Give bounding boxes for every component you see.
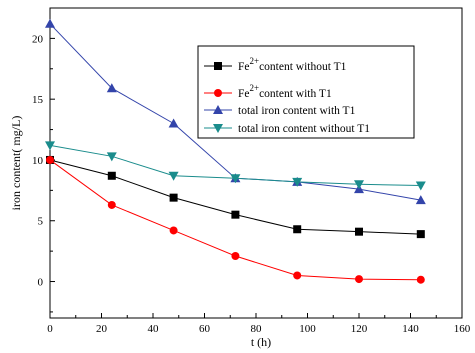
legend-label-main: Fe xyxy=(238,88,250,100)
circle-marker xyxy=(46,155,54,164)
triangle-up-marker xyxy=(45,18,55,28)
x-tick-label: 60 xyxy=(199,323,211,335)
square-marker xyxy=(169,193,178,202)
triangle-down-marker xyxy=(292,177,303,187)
triangle-up-marker xyxy=(168,118,179,128)
x-axis-title: t (h) xyxy=(251,335,271,349)
x-axis: 0 20 40 60 80 100 120 140 160 xyxy=(47,313,471,335)
x-tick-label: 40 xyxy=(148,323,160,335)
triangle-up-marker xyxy=(415,195,426,205)
legend-item-1: Fe2+content without T1 xyxy=(204,56,347,73)
x-tick-label: 80 xyxy=(251,323,263,335)
y-tick-label: 5 xyxy=(38,216,44,228)
circle-marker xyxy=(416,275,425,284)
legend-item-2: Fe2+content with T1 xyxy=(204,83,332,100)
legend-label-main: Fe xyxy=(238,61,250,73)
series-layer xyxy=(45,18,426,284)
triangle-down-marker xyxy=(415,181,426,191)
legend-label: Fe2+content without T1 xyxy=(238,56,347,73)
x-tick-label: 160 xyxy=(454,323,471,335)
series-2 xyxy=(46,155,425,284)
triangle-down-marker xyxy=(168,171,179,181)
y-axis-title: iron content( mg/L) xyxy=(9,116,23,211)
legend-label: Fe2+content with T1 xyxy=(238,83,332,100)
y-tick-label: 15 xyxy=(32,94,44,106)
square-marker xyxy=(416,230,425,239)
legend-label-superscript: 2+ xyxy=(250,56,260,66)
square-marker xyxy=(214,62,222,70)
triangle-down-marker xyxy=(45,141,55,151)
legend-item-4: total iron content without T1 xyxy=(204,123,370,135)
circle-marker xyxy=(231,252,240,260)
legend-label: total iron content with T1 xyxy=(238,105,356,117)
square-marker xyxy=(231,210,240,219)
legend-label: total iron content without T1 xyxy=(238,123,370,135)
x-tick-label: 120 xyxy=(351,323,368,335)
series-4 xyxy=(45,141,426,191)
triangle-up-marker xyxy=(106,83,117,93)
y-tick-label: 20 xyxy=(32,33,44,45)
circle-marker xyxy=(293,271,302,280)
x-tick-label: 20 xyxy=(96,323,108,335)
legend-box xyxy=(197,45,415,139)
square-marker xyxy=(355,227,363,236)
y-tick-label: 10 xyxy=(32,155,44,167)
y-tick-label: 0 xyxy=(38,277,44,289)
circle-marker xyxy=(107,200,116,209)
legend-label-rest: content with T1 xyxy=(259,88,332,100)
x-tick-label: 0 xyxy=(47,323,53,335)
triangle-down-marker xyxy=(354,180,364,190)
legend-label-rest: content without T1 xyxy=(259,61,347,73)
x-tick-label: 140 xyxy=(402,323,419,335)
triangle-up-marker xyxy=(213,105,223,114)
triangle-down-marker xyxy=(213,124,223,133)
square-marker xyxy=(107,171,116,180)
series-line xyxy=(49,159,421,235)
legend-label-main: total iron content with T1 xyxy=(238,105,356,117)
square-marker xyxy=(293,225,302,234)
triangle-down-marker xyxy=(230,174,241,184)
circle-marker xyxy=(355,275,363,284)
circle-marker xyxy=(214,89,222,97)
series-1 xyxy=(46,155,425,239)
circle-marker xyxy=(169,226,178,235)
y-axis: 0 5 10 15 20 xyxy=(32,7,55,313)
triangle-down-marker xyxy=(106,152,117,162)
legend-label-main: total iron content without T1 xyxy=(238,123,370,135)
legend-label-superscript: 2+ xyxy=(250,83,260,93)
legend-item-3: total iron content with T1 xyxy=(204,105,356,117)
x-tick-label: 100 xyxy=(299,323,316,335)
